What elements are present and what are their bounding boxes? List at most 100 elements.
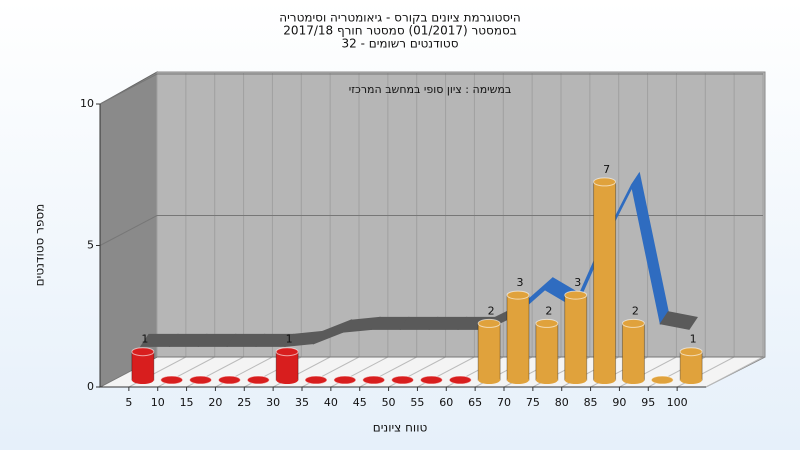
bar-top <box>304 375 328 385</box>
value-label: 2 <box>488 304 495 317</box>
bar-top <box>362 375 386 385</box>
value-label: 2 <box>545 304 552 317</box>
bar-bottom <box>535 376 558 384</box>
bar-top <box>275 347 299 357</box>
bar-top <box>419 375 443 385</box>
chart-subtitle: סטודנטים רשומים - 32 <box>341 37 458 51</box>
grid-line <box>99 73 763 105</box>
annotation: במשימה : ציון סופי במחשב המרכזי <box>349 83 512 96</box>
bar <box>217 375 241 385</box>
bar-top <box>506 290 530 300</box>
bar-top <box>621 318 645 328</box>
x-tick-label: 45 <box>353 396 367 409</box>
bar-body <box>593 181 617 381</box>
x-tick-label: 30 <box>266 396 280 409</box>
bar <box>362 375 386 385</box>
bar <box>535 318 559 384</box>
x-tick-label: 40 <box>324 396 338 409</box>
y-tick-label: 5 <box>87 239 94 252</box>
grid-line <box>99 215 763 246</box>
value-label: 7 <box>603 163 610 176</box>
bar <box>189 375 213 385</box>
bar-top <box>217 375 241 385</box>
bar-body <box>621 322 645 381</box>
bar-bottom <box>276 376 299 384</box>
bar-bottom <box>478 376 501 384</box>
bar <box>621 318 645 384</box>
bar <box>593 177 617 384</box>
y-tick-label: 0 <box>87 380 94 393</box>
bar-top <box>391 375 415 385</box>
bar-top <box>246 375 270 385</box>
bar <box>448 375 472 385</box>
value-label: 3 <box>574 276 581 289</box>
bar-bottom <box>593 376 616 384</box>
bar-bottom <box>622 376 645 384</box>
bar-body <box>477 322 501 381</box>
plot-layer: 1 1 2 3 2 3 7 2 1 <box>96 72 764 391</box>
bar <box>131 347 155 384</box>
y-tick-label: 10 <box>80 97 94 110</box>
bar <box>650 375 674 385</box>
x-tick-label: 80 <box>555 396 569 409</box>
value-label: 1 <box>141 333 148 346</box>
value-label: 1 <box>286 333 293 346</box>
x-tick-label: 85 <box>584 396 598 409</box>
x-tick-label: 20 <box>208 396 222 409</box>
bar-top <box>679 347 703 357</box>
bar-top <box>189 375 213 385</box>
x-tick-label: 95 <box>641 396 655 409</box>
bar <box>564 290 588 384</box>
bar-bottom <box>564 376 587 384</box>
value-label: 2 <box>632 304 639 317</box>
bar <box>391 375 415 385</box>
bar <box>477 318 501 384</box>
x-tick-label: 50 <box>382 396 396 409</box>
bar-top <box>448 375 472 385</box>
bar-top <box>564 290 588 300</box>
curve-segment <box>659 311 698 330</box>
bar-body <box>535 322 559 381</box>
y-axis-label: מספר סטודנטים <box>33 204 47 287</box>
bar-bottom <box>507 376 529 384</box>
bar <box>506 290 530 384</box>
grid-line <box>99 356 763 388</box>
x-tick-label: 25 <box>237 396 251 409</box>
bar-top <box>535 318 559 328</box>
x-tick-label: 15 <box>180 396 194 409</box>
bar-body <box>506 294 530 381</box>
bar-top <box>160 375 184 385</box>
x-tick-label: 35 <box>295 396 309 409</box>
chart-subtitle: בסמסטר (01/2017) סמסטר חורף 2017/18 <box>283 24 516 38</box>
x-axis-label: טווח ציונים <box>373 421 428 435</box>
bar <box>160 375 184 385</box>
bar-bottom <box>680 376 703 384</box>
bar <box>679 347 703 384</box>
bar <box>246 375 270 385</box>
chart-title: היסטוגרמת ציונים בקורס - גיאומטריה וסימט… <box>279 11 520 25</box>
x-tick-label: 65 <box>468 396 482 409</box>
bar-top <box>650 375 674 385</box>
bar <box>275 347 299 384</box>
x-tick-label: 5 <box>125 396 132 409</box>
x-tick-label: 10 <box>151 396 165 409</box>
bar <box>333 375 357 385</box>
x-tick-label: 90 <box>612 396 626 409</box>
bar-bottom <box>131 376 154 384</box>
x-tick-label: 75 <box>526 396 540 409</box>
bar-top <box>131 347 155 357</box>
bar-top <box>333 375 357 385</box>
x-tick-label: 100 <box>667 396 688 409</box>
bar-body <box>564 294 588 381</box>
floor-grid <box>705 356 764 388</box>
x-tick-label: 70 <box>497 396 511 409</box>
bar <box>304 375 328 385</box>
bar <box>419 375 443 385</box>
x-tick-label: 55 <box>410 396 424 409</box>
value-label: 1 <box>690 333 697 346</box>
value-label: 3 <box>517 276 524 289</box>
bar-top <box>477 318 501 328</box>
x-tick-label: 60 <box>439 396 453 409</box>
bar-top <box>593 177 617 187</box>
